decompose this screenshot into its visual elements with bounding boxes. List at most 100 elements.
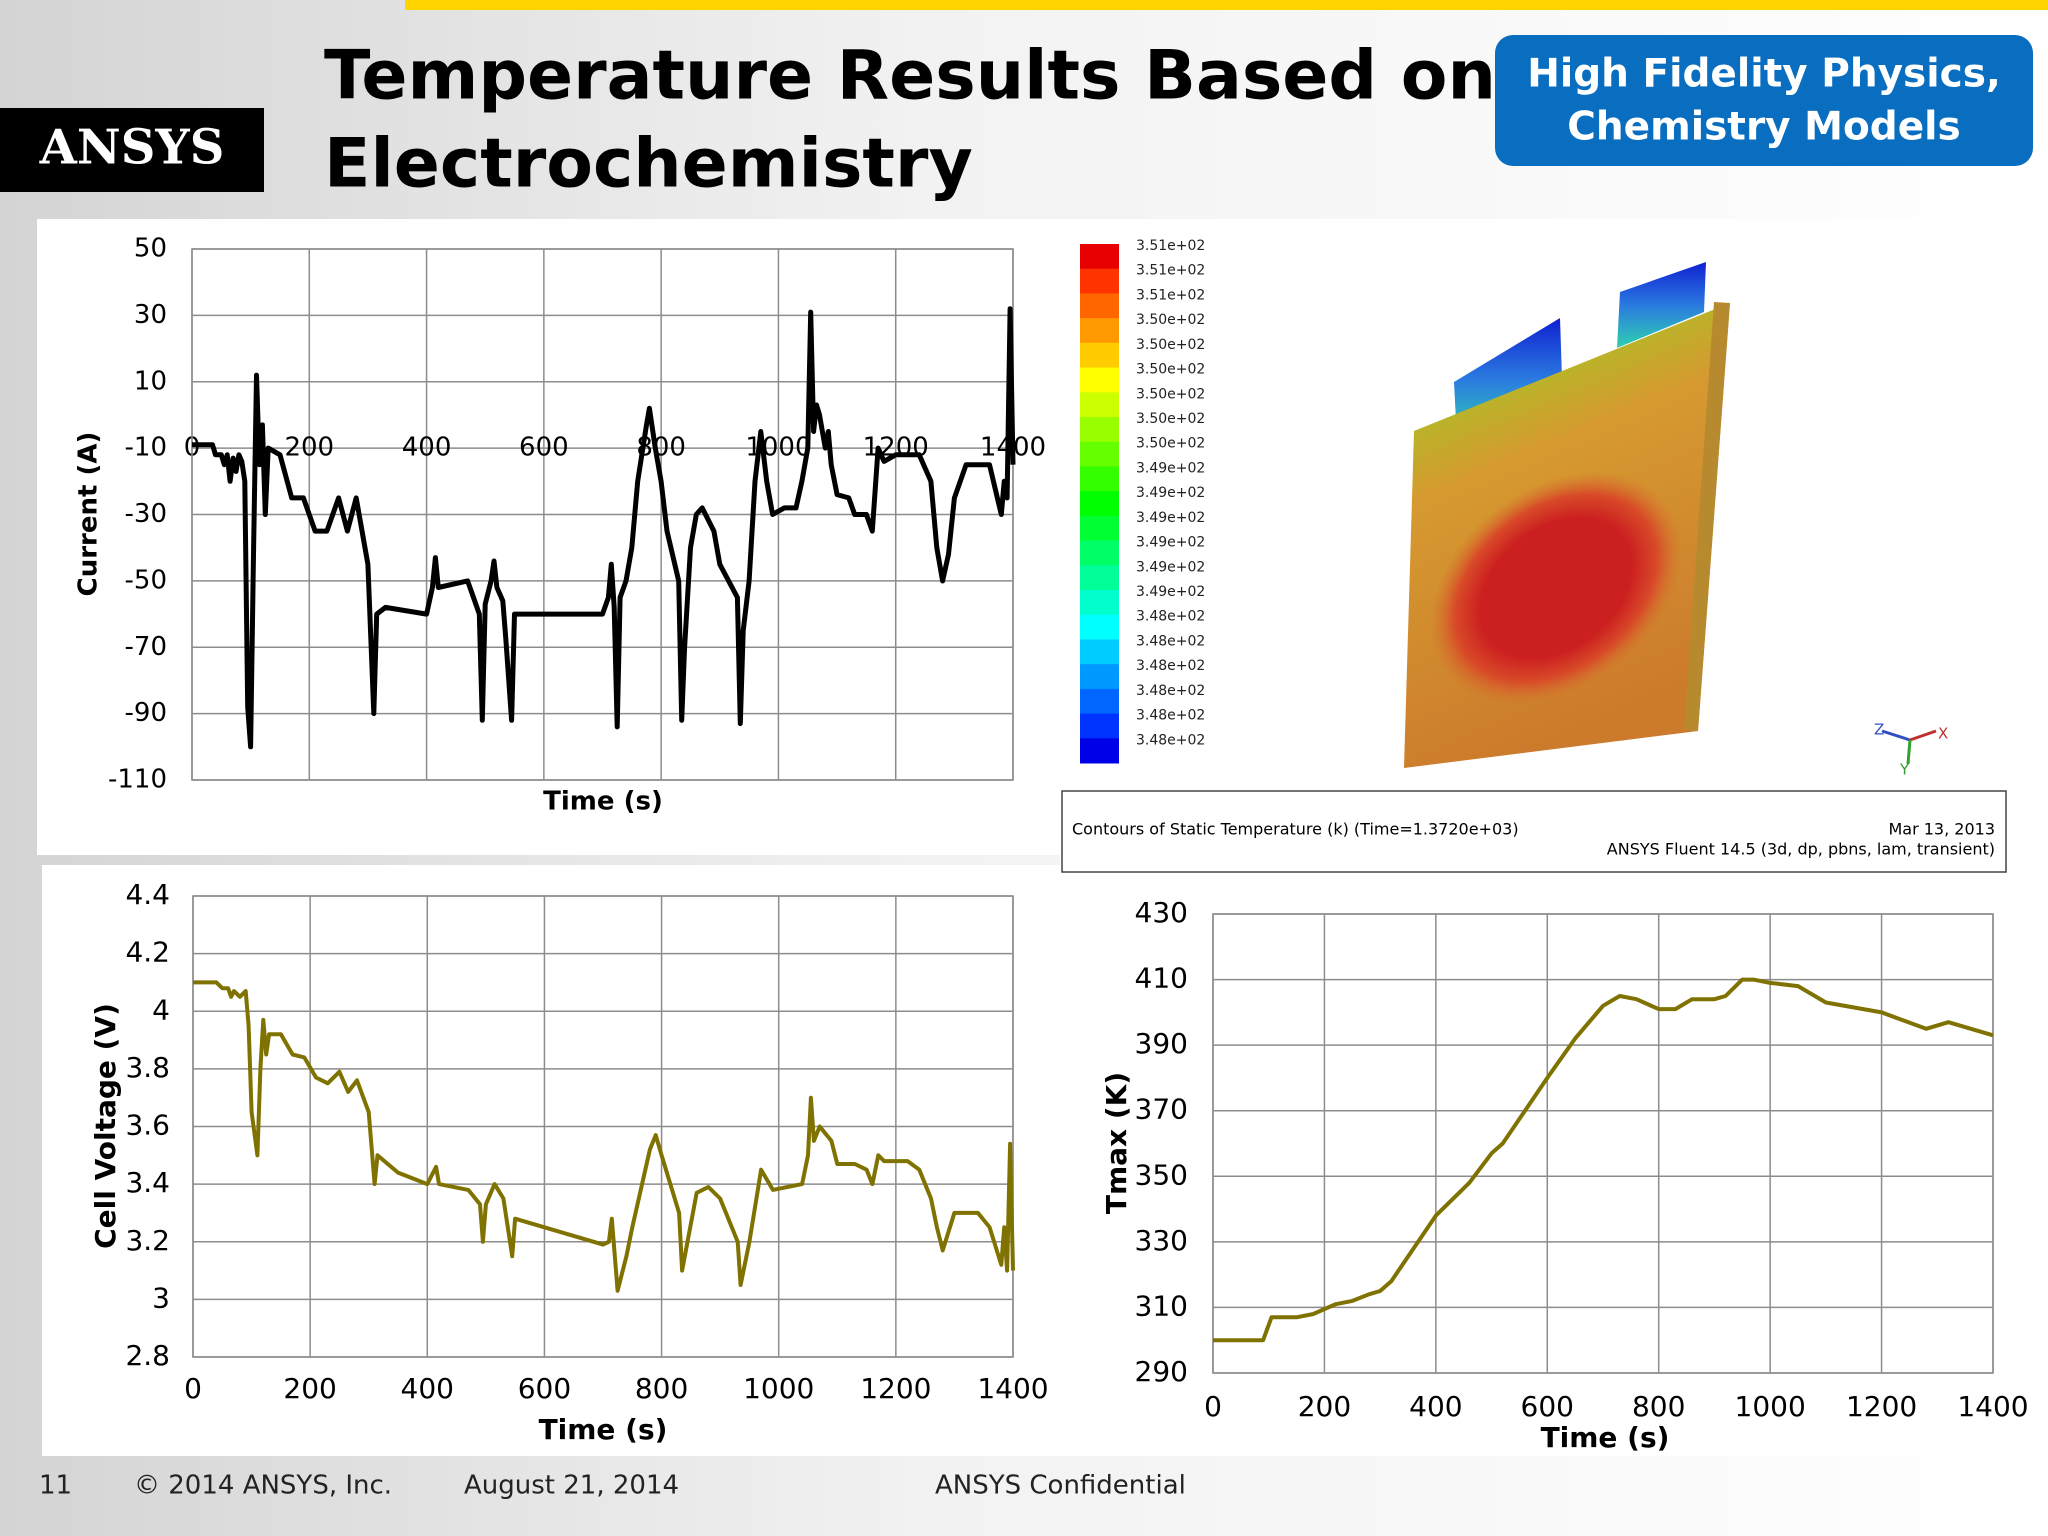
axis-letter: X bbox=[1938, 725, 1948, 743]
caption-date: Mar 13, 2013 bbox=[1888, 820, 1995, 839]
y-tick-label: 430 bbox=[1135, 896, 1188, 929]
legend-swatch bbox=[1080, 293, 1119, 319]
plot-frame bbox=[1212, 913, 1994, 1374]
legend-swatch bbox=[1080, 417, 1119, 443]
y-tick-label: 2.8 bbox=[125, 1339, 170, 1372]
y-tick-label: 310 bbox=[1135, 1289, 1188, 1322]
y-tick-label: 4 bbox=[152, 993, 170, 1026]
legend-label: 3.49e+02 bbox=[1136, 460, 1205, 476]
y-tick-label: 4.2 bbox=[125, 936, 170, 969]
legend-swatch bbox=[1080, 713, 1119, 739]
legend-label: 3.50e+02 bbox=[1136, 386, 1205, 402]
y-tick-label: 3.2 bbox=[125, 1224, 170, 1257]
y-tick-label: 30 bbox=[134, 300, 167, 330]
legend-swatch bbox=[1080, 392, 1119, 418]
y-tick-label: 3.8 bbox=[125, 1051, 170, 1084]
x-tick-label: 1200 bbox=[860, 1372, 931, 1405]
caption-solver: ANSYS Fluent 14.5 (3d, dp, pbns, lam, tr… bbox=[1607, 840, 1995, 859]
axis-letter: Z bbox=[1874, 721, 1884, 739]
axis-letter: Y bbox=[1899, 761, 1910, 779]
legend-swatch bbox=[1080, 491, 1119, 517]
x-tick-label: 200 bbox=[1298, 1390, 1351, 1423]
legend-swatch bbox=[1080, 738, 1119, 764]
x-tick-label: 1400 bbox=[1957, 1390, 2028, 1423]
accent-bar bbox=[405, 0, 2048, 10]
y-tick-label: 50 bbox=[134, 234, 167, 264]
x-tick-label: 400 bbox=[401, 1372, 454, 1405]
legend-label: 3.50e+02 bbox=[1136, 312, 1205, 328]
y-tick-label: 3.4 bbox=[125, 1166, 170, 1199]
legend-swatch bbox=[1080, 515, 1119, 542]
legend-label: 3.49e+02 bbox=[1136, 559, 1205, 575]
legend-label: 3.50e+02 bbox=[1136, 436, 1205, 452]
y-tick-label: -10 bbox=[125, 433, 167, 463]
y-tick-label: 370 bbox=[1135, 1093, 1188, 1126]
x-tick-label: 1000 bbox=[1735, 1390, 1806, 1423]
y-tick-label: 410 bbox=[1135, 962, 1188, 995]
plot-frame bbox=[192, 895, 1014, 1358]
legend-label: 3.50e+02 bbox=[1136, 411, 1205, 427]
x-axis-label: Time (s) bbox=[1541, 1421, 1670, 1454]
x-tick-label: 200 bbox=[283, 1372, 336, 1405]
legend-label: 3.48e+02 bbox=[1136, 658, 1205, 674]
x-tick-label: 1000 bbox=[743, 1372, 814, 1405]
y-tick-label: -90 bbox=[125, 698, 167, 728]
x-tick-label: 0 bbox=[1204, 1390, 1222, 1423]
y-tick-label: -30 bbox=[125, 499, 167, 529]
legend-swatch bbox=[1080, 688, 1119, 715]
axis-triad: Z X Y bbox=[1874, 721, 1948, 779]
x-tick-label: 600 bbox=[518, 1372, 571, 1405]
y-axis-label: Tmax (K) bbox=[1100, 1072, 1133, 1214]
title-line: Temperature Results Based on bbox=[324, 37, 1496, 116]
legend-swatch bbox=[1080, 540, 1119, 566]
badge-line: High Fidelity Physics, bbox=[1527, 52, 2001, 97]
legend-label: 3.51e+02 bbox=[1136, 238, 1205, 254]
x-tick-label: 600 bbox=[1521, 1390, 1574, 1423]
y-tick-label: -70 bbox=[125, 632, 167, 662]
plot-frame bbox=[191, 248, 1014, 781]
footer-date: August 21, 2014 bbox=[464, 1471, 679, 1501]
y-axis-label: Current (A) bbox=[74, 432, 104, 597]
legend-label: 3.48e+02 bbox=[1136, 708, 1205, 724]
legend-label: 3.51e+02 bbox=[1136, 263, 1205, 279]
x-tick-label: 200 bbox=[284, 433, 334, 463]
legend-swatch bbox=[1080, 614, 1119, 640]
caption: Contours of Static Temperature (k) (Time… bbox=[1072, 820, 1519, 839]
legend-swatch bbox=[1080, 590, 1119, 616]
legend-swatch bbox=[1080, 268, 1119, 294]
logo-box bbox=[0, 108, 264, 192]
footer-copyright: © 2014 ANSYS, Inc. bbox=[134, 1471, 392, 1501]
y-tick-label: -50 bbox=[125, 565, 167, 595]
legend-label: 3.49e+02 bbox=[1136, 535, 1205, 551]
badge-line: Chemistry Models bbox=[1567, 105, 1961, 150]
legend-swatch bbox=[1080, 244, 1119, 270]
legend-swatch bbox=[1080, 664, 1119, 690]
y-tick-label: 3.6 bbox=[125, 1109, 170, 1142]
legend-label: 3.49e+02 bbox=[1136, 584, 1205, 600]
legend-swatch bbox=[1080, 367, 1119, 393]
y-tick-label: -110 bbox=[108, 765, 167, 795]
y-tick-label: 10 bbox=[134, 366, 167, 396]
legend-swatch bbox=[1080, 639, 1119, 665]
legend-swatch bbox=[1080, 441, 1119, 467]
legend-label: 3.48e+02 bbox=[1136, 683, 1205, 699]
legend-swatch bbox=[1080, 565, 1119, 591]
hot-spot bbox=[1429, 471, 1683, 705]
x-tick-label: 400 bbox=[1409, 1390, 1462, 1423]
x-tick-label: 800 bbox=[1632, 1390, 1685, 1423]
caption-box bbox=[1061, 790, 2007, 873]
y-axis-label: Cell Voltage (V) bbox=[89, 1003, 122, 1249]
y-tick-label: 330 bbox=[1135, 1224, 1188, 1257]
legend-label: 3.50e+02 bbox=[1136, 337, 1205, 353]
panel bbox=[37, 219, 1060, 855]
data-line bbox=[192, 306, 1016, 750]
x-tick-label: 1400 bbox=[977, 1372, 1048, 1405]
legend-label: 3.48e+02 bbox=[1136, 732, 1205, 748]
data-line bbox=[1213, 977, 1994, 1343]
x-tick-label: 800 bbox=[635, 1372, 688, 1405]
legend-label: 3.49e+02 bbox=[1136, 485, 1205, 501]
x-tick-label: 400 bbox=[402, 433, 452, 463]
legend-label: 3.50e+02 bbox=[1136, 362, 1205, 378]
legend-label: 3.48e+02 bbox=[1136, 609, 1205, 625]
